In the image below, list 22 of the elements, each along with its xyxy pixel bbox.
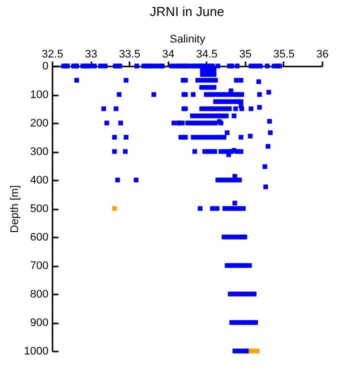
y-tick-label: 200 (30, 118, 48, 130)
y-tick-label: 800 (30, 288, 48, 300)
y-tick-label: 0 (42, 60, 48, 72)
x-tick-label: 33.5 (118, 48, 140, 60)
y-tick-label: 600 (30, 232, 48, 244)
y-tick-label: 700 (30, 260, 48, 272)
x-axis-title: Salinity (170, 34, 206, 46)
x-tick-label: 34 (162, 48, 174, 60)
x-tick-label: 32.5 (42, 48, 64, 60)
y-tick-label: 300 (30, 146, 48, 158)
y-tick-label: 1000 (24, 346, 48, 358)
y-tick-label: 100 (30, 89, 48, 101)
y-tick-label: 500 (30, 203, 48, 215)
y-axis-title: Depth [m] (9, 185, 22, 233)
x-tick-label: 35 (239, 48, 252, 60)
x-tick-label: 33 (84, 48, 98, 60)
x-tick-label: 35.5 (273, 48, 295, 60)
chart-title: JRNI in June (150, 4, 224, 19)
y-tick-label: 900 (30, 317, 48, 329)
x-tick-label: 36 (316, 48, 329, 60)
y-tick-label: 400 (30, 174, 48, 186)
x-tick-label: 34.5 (196, 48, 218, 60)
